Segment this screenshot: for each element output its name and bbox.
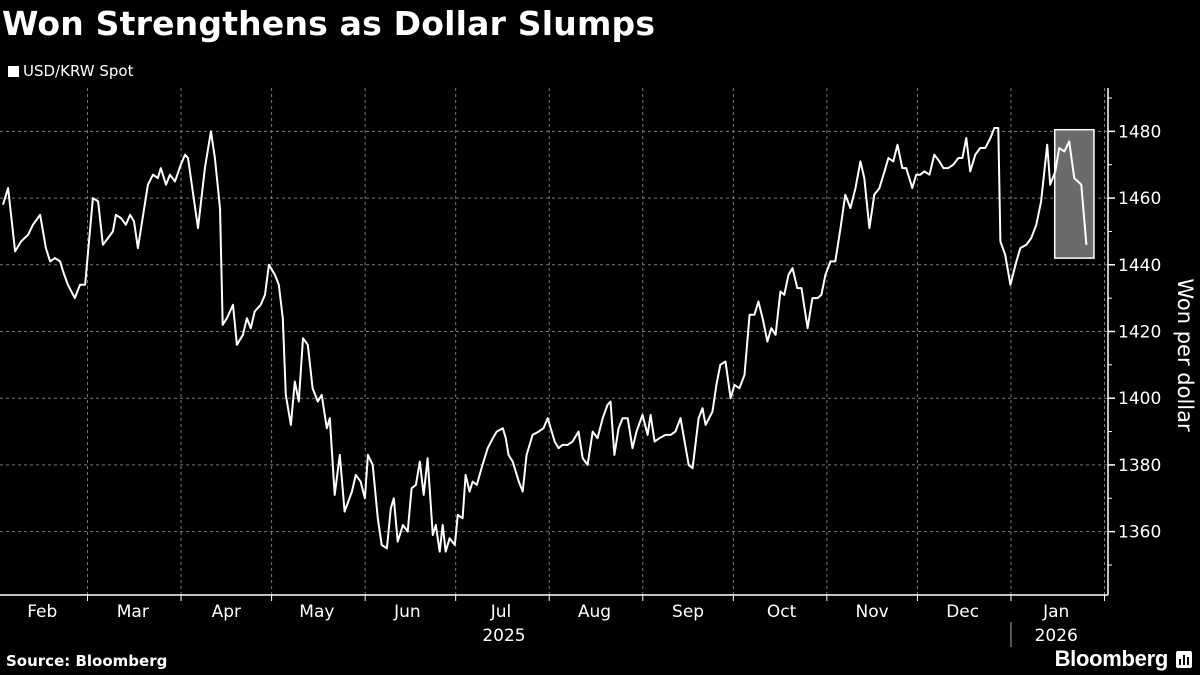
y-tick-label: 1480: [1118, 122, 1161, 142]
chart-title: Won Strengthens as Dollar Slumps: [2, 4, 656, 43]
y-tick-label: 1360: [1118, 523, 1161, 543]
x-tick-label-may: May: [299, 602, 334, 622]
highlight-box: [1053, 128, 1095, 259]
x-tick-label-sep: Sep: [672, 602, 704, 622]
bloomberg-logo: Bloomberg: [1055, 646, 1192, 672]
x-tick-label-dec: Dec: [946, 602, 979, 622]
y-tick-label: 1440: [1118, 256, 1161, 276]
brand-wordmark: Bloomberg: [1054, 646, 1169, 671]
chart-badge-icon: [1176, 650, 1192, 668]
y-tick-label: 1380: [1118, 456, 1161, 476]
legend-swatch: [8, 65, 19, 77]
year-label-2026: 2026: [1035, 626, 1078, 646]
y-tick-label: 1420: [1118, 322, 1161, 342]
source-note: Source: Bloomberg: [6, 652, 168, 670]
legend-label: USD/KRW Spot: [23, 62, 134, 80]
x-tick-label-jul: Jul: [490, 602, 512, 622]
y-tick-label: 1460: [1118, 189, 1161, 209]
year-label-2025: 2025: [482, 626, 525, 646]
x-tick-label-feb: Feb: [27, 602, 57, 622]
x-tick-label-jun: Jun: [393, 602, 421, 622]
x-tick-label-oct: Oct: [767, 602, 797, 622]
y-tick-label: 1400: [1118, 389, 1161, 409]
series-line-usd-krw: [2, 127, 1088, 553]
y-axis-title: Won per dollar: [1173, 278, 1197, 432]
x-tick-label-apr: Apr: [212, 602, 241, 622]
x-tick-label-mar: Mar: [117, 602, 149, 622]
x-tick-label-aug: Aug: [578, 602, 611, 622]
legend: USD/KRW Spot: [8, 62, 133, 80]
x-tick-label-jan: Jan: [1042, 602, 1069, 622]
x-tick-label-nov: Nov: [856, 602, 889, 622]
